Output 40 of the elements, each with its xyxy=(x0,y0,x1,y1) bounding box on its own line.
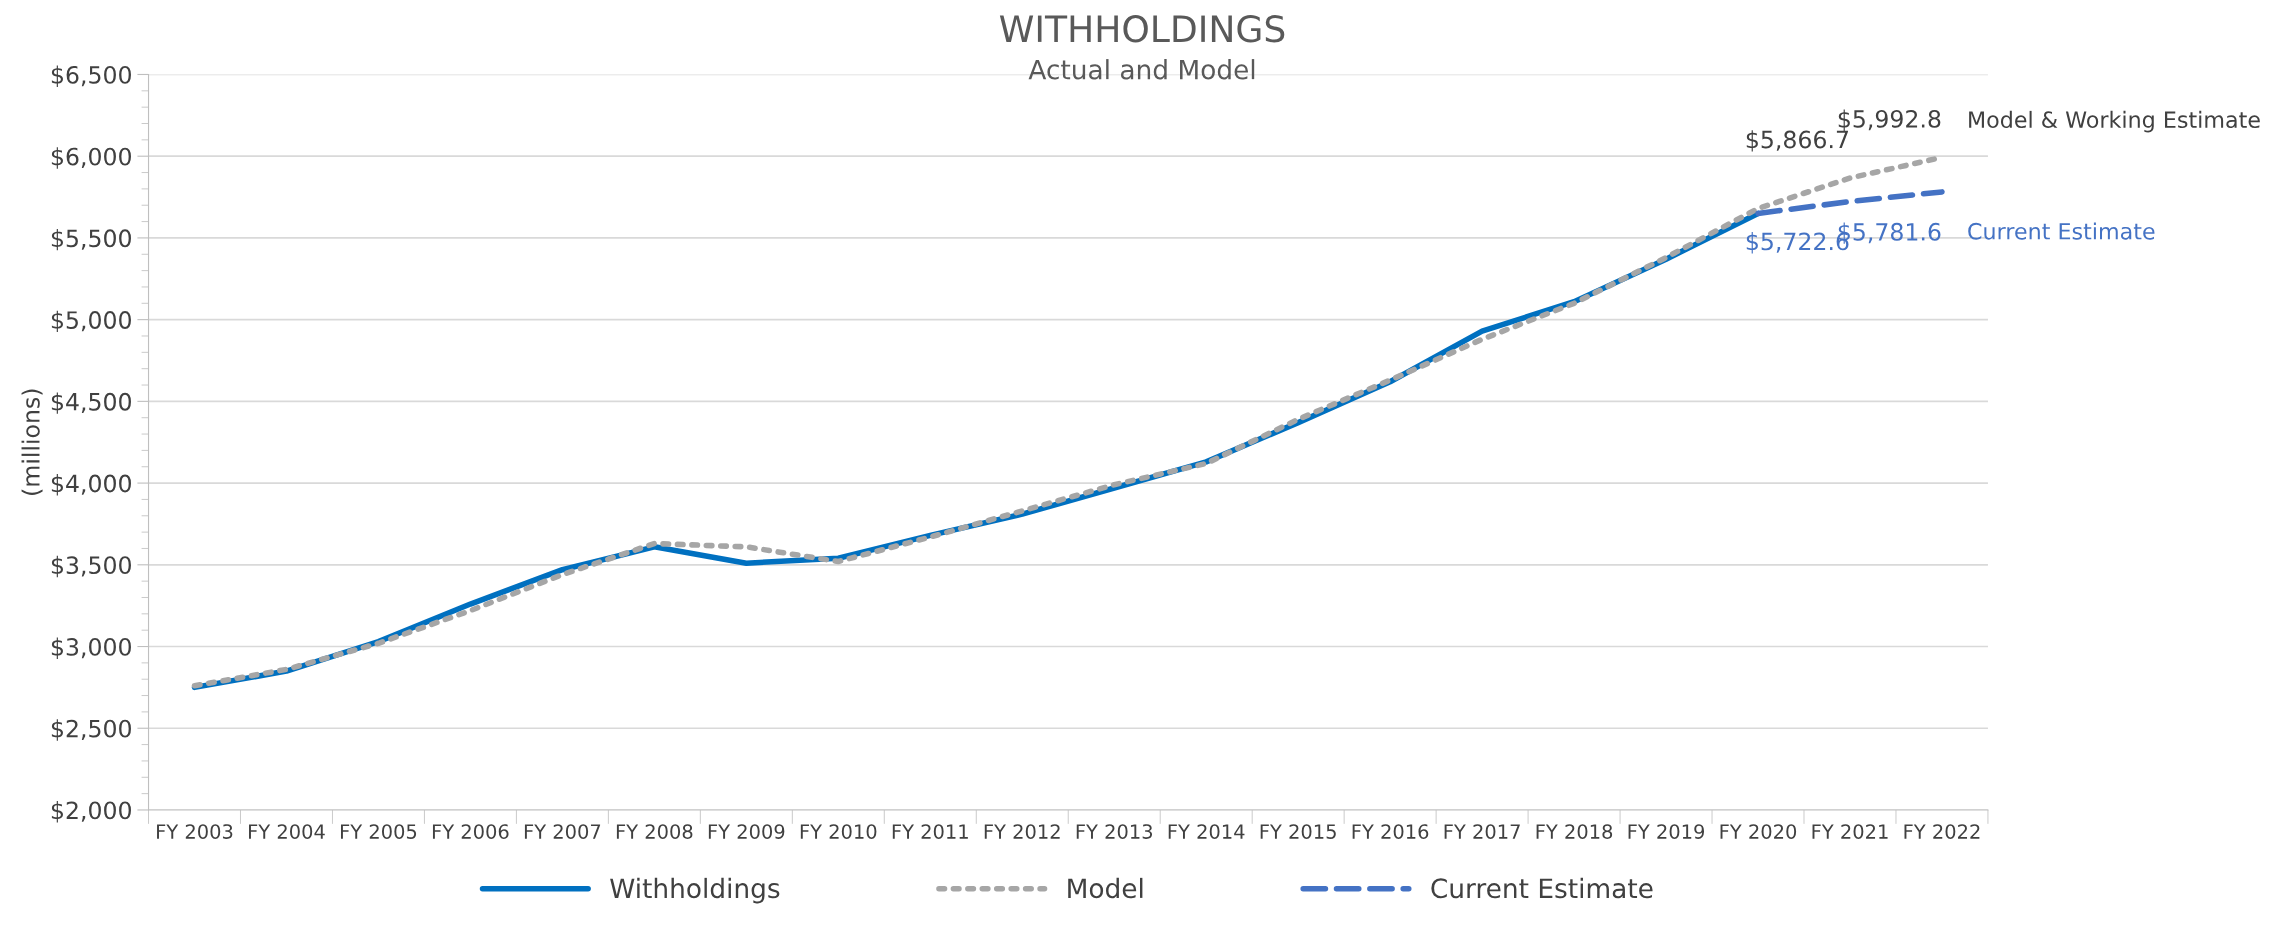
x-tick-label: FY 2005 xyxy=(341,824,417,839)
y-tick-label: $5,000 xyxy=(51,310,131,333)
chart-title: WITHHOLDINGS xyxy=(999,15,1285,43)
x-tick-label: FY 2018 xyxy=(1536,824,1613,839)
x-tick-label: FY 2013 xyxy=(1076,824,1153,839)
x-tick-label: FY 2006 xyxy=(432,824,509,839)
y-tick-label: $2,000 xyxy=(51,801,131,823)
x-tick-label: FY 2011 xyxy=(892,824,968,839)
y-tick-label: $3,000 xyxy=(51,637,131,659)
x-tick-label: FY 2003 xyxy=(157,824,233,839)
legend-label: Withholdings xyxy=(610,877,780,904)
x-tick-label: FY 2020 xyxy=(1720,824,1797,839)
x-tick-label: FY 2017 xyxy=(1444,824,1520,839)
y-tick-label: $4,000 xyxy=(51,474,131,496)
x-tick-label: FY 2022 xyxy=(1904,824,1980,839)
data-label: $5,866.7 xyxy=(1746,130,1848,152)
annotation: Model & Working Estimate xyxy=(1969,110,2260,133)
y-tick-label: $6,500 xyxy=(51,65,131,87)
x-tick-label: FY 2008 xyxy=(616,824,693,839)
y-tick-label: $5,500 xyxy=(51,228,131,251)
x-tick-label: FY 2015 xyxy=(1260,824,1336,839)
x-tick-label: FY 2016 xyxy=(1352,824,1429,839)
y-axis-title: (millions) xyxy=(21,389,43,495)
x-tick-label: FY 2009 xyxy=(708,824,785,839)
x-tick-label: FY 2014 xyxy=(1168,824,1245,839)
x-tick-label: FY 2004 xyxy=(249,824,325,839)
chart-subtitle: Actual and Model xyxy=(1028,59,1255,80)
y-tick-label: $3,500 xyxy=(51,555,131,578)
legend-label: Current Estimate xyxy=(1431,877,1653,899)
y-tick-label: $6,000 xyxy=(51,147,131,169)
legend-label: Model xyxy=(1068,877,1143,899)
data-label: $5,992.8 xyxy=(1838,109,1941,131)
x-tick-label: FY 2012 xyxy=(984,824,1060,839)
y-tick-label: $2,500 xyxy=(51,719,131,741)
x-tick-label: FY 2007 xyxy=(524,824,601,839)
x-tick-label: FY 2019 xyxy=(1628,824,1705,839)
annotation: Current Estimate xyxy=(1968,222,2155,240)
x-tick-label: FY 2010 xyxy=(800,824,877,839)
y-tick-label: $4,500 xyxy=(51,392,131,414)
x-tick-label: FY 2021 xyxy=(1812,824,1888,839)
